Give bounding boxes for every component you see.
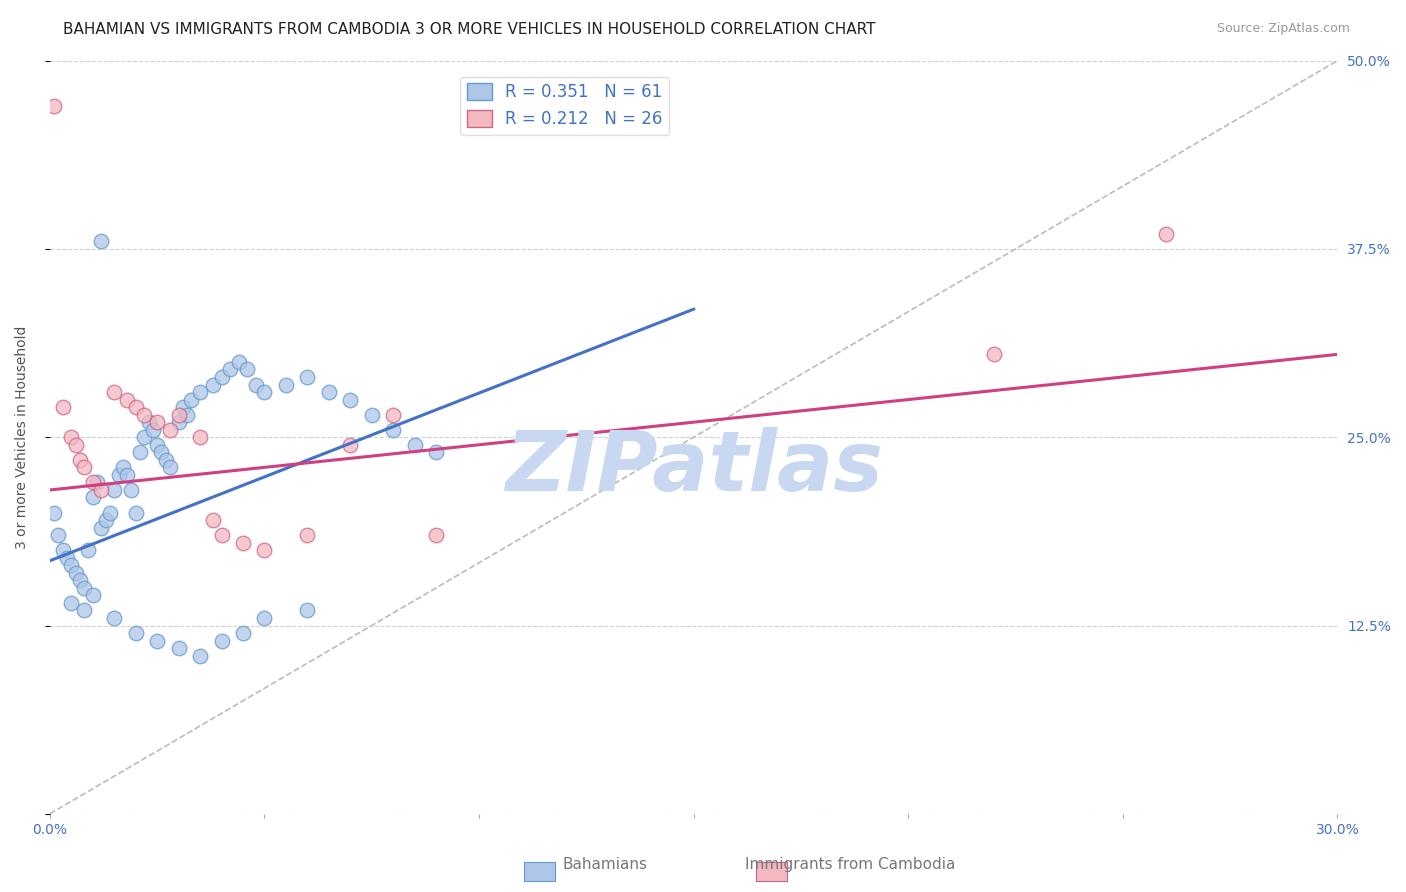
Point [425,445,447,459]
Point [60,596,83,610]
Point [42,99,65,113]
Point [60,558,83,573]
Point [103,385,125,400]
Point [115,467,138,482]
Point [176,408,198,422]
Point [228,355,250,369]
Point [115,392,138,407]
Point [253,385,276,400]
Point [142,423,165,437]
Point [318,385,340,400]
Point [82,475,104,490]
Point [253,543,276,558]
Point [69,574,91,588]
Point [138,415,160,429]
Point [134,408,156,422]
Point [103,611,125,625]
Point [425,528,447,542]
Point [65,438,87,452]
Text: ZIPatlas: ZIPatlas [505,427,883,508]
Point [188,430,211,444]
Point [111,460,134,475]
Point [382,423,405,437]
Point [167,641,190,656]
Point [60,430,83,444]
Text: BAHAMIAN VS IMMIGRANTS FROM CAMBODIA 3 OR MORE VEHICLES IN HOUSEHOLD CORRELATION: BAHAMIAN VS IMMIGRANTS FROM CAMBODIA 3 O… [63,22,876,37]
Point [159,423,181,437]
Point [73,460,96,475]
Point [274,377,297,392]
Point [124,626,146,640]
Point [360,408,382,422]
Y-axis label: 3 or more Vehicles in Household: 3 or more Vehicles in Household [15,326,30,549]
Point [219,362,242,376]
Point [94,513,117,527]
Point [42,506,65,520]
Point [56,550,79,565]
Point [129,445,152,459]
Point [90,521,112,535]
Point [73,581,96,595]
Point [172,400,194,414]
Text: Immigrants from Cambodia: Immigrants from Cambodia [745,857,956,872]
Point [52,543,75,558]
Point [201,377,224,392]
Point [167,415,190,429]
Point [124,400,146,414]
Point [52,400,75,414]
Point [232,626,254,640]
Point [211,528,233,542]
Point [69,453,91,467]
Point [211,370,233,384]
Point [188,385,211,400]
Point [297,370,319,384]
Point [1154,227,1177,241]
Point [297,603,319,617]
Point [339,438,361,452]
Point [211,633,233,648]
Point [201,513,224,527]
Point [155,453,177,467]
Point [82,588,104,602]
Point [236,362,259,376]
Point [124,506,146,520]
Point [167,408,190,422]
Point [73,603,96,617]
Text: Source: ZipAtlas.com: Source: ZipAtlas.com [1216,22,1350,36]
Point [82,491,104,505]
Legend: R = 0.351   N = 61, R = 0.212   N = 26: R = 0.351 N = 61, R = 0.212 N = 26 [460,77,669,135]
Point [103,483,125,497]
Point [90,483,112,497]
Point [146,415,169,429]
Point [159,460,181,475]
Point [107,467,129,482]
Point [150,445,173,459]
Point [404,438,426,452]
Point [297,528,319,542]
Point [98,506,121,520]
Point [146,438,169,452]
Point [86,475,108,490]
Point [48,528,70,542]
Point [146,633,169,648]
Point [232,535,254,549]
Point [134,430,156,444]
Point [382,408,405,422]
Point [65,566,87,580]
Point [188,648,211,663]
Point [180,392,202,407]
Point [253,611,276,625]
Point [983,347,1005,361]
Point [120,483,142,497]
Point [245,377,267,392]
Text: Bahamians: Bahamians [562,857,647,872]
Point [77,543,100,558]
Point [90,235,112,249]
Point [339,392,361,407]
